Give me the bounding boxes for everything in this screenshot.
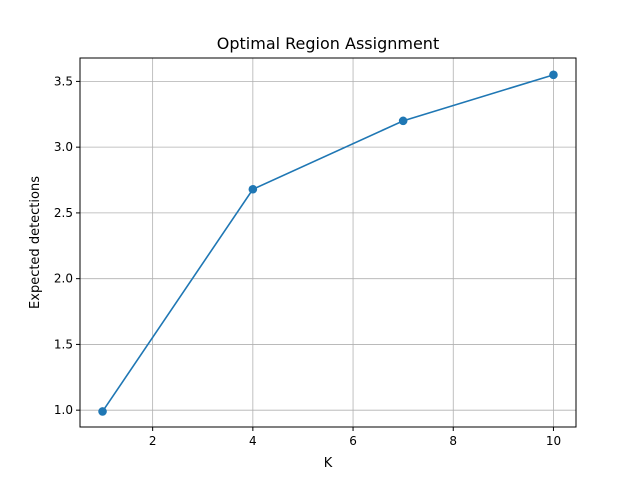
series-line — [101, 74, 554, 412]
series-layer — [98, 70, 558, 416]
y-tick-label: 2.0 — [54, 272, 73, 286]
y-tick-label: 2.5 — [54, 206, 73, 220]
grid-lines — [80, 58, 576, 427]
x-tick-label: 2 — [149, 434, 157, 448]
plot-frame — [79, 57, 577, 428]
x-tick-label: 4 — [249, 434, 257, 448]
data-point — [98, 407, 107, 416]
x-tick-label: 6 — [349, 434, 357, 448]
data-point — [398, 116, 408, 126]
x-tick-label: 10 — [546, 434, 561, 448]
y-tick-label: 1.5 — [54, 337, 73, 351]
chart-title: Optimal Region Assignment — [217, 34, 439, 53]
y-tick-label: 3.0 — [54, 140, 73, 154]
data-point — [248, 184, 258, 194]
tick-layer: 2 4 6 8 10 1.0 1.5 2.0 2.5 3.0 3.5 — [54, 74, 561, 448]
y-tick-label: 3.5 — [54, 74, 73, 88]
x-axis-label: K — [324, 456, 333, 471]
y-axis-label: Expected detections — [28, 176, 43, 309]
y-tick-label: 1.0 — [54, 403, 73, 417]
x-tick-label: 8 — [449, 434, 457, 448]
data-point — [549, 70, 558, 80]
